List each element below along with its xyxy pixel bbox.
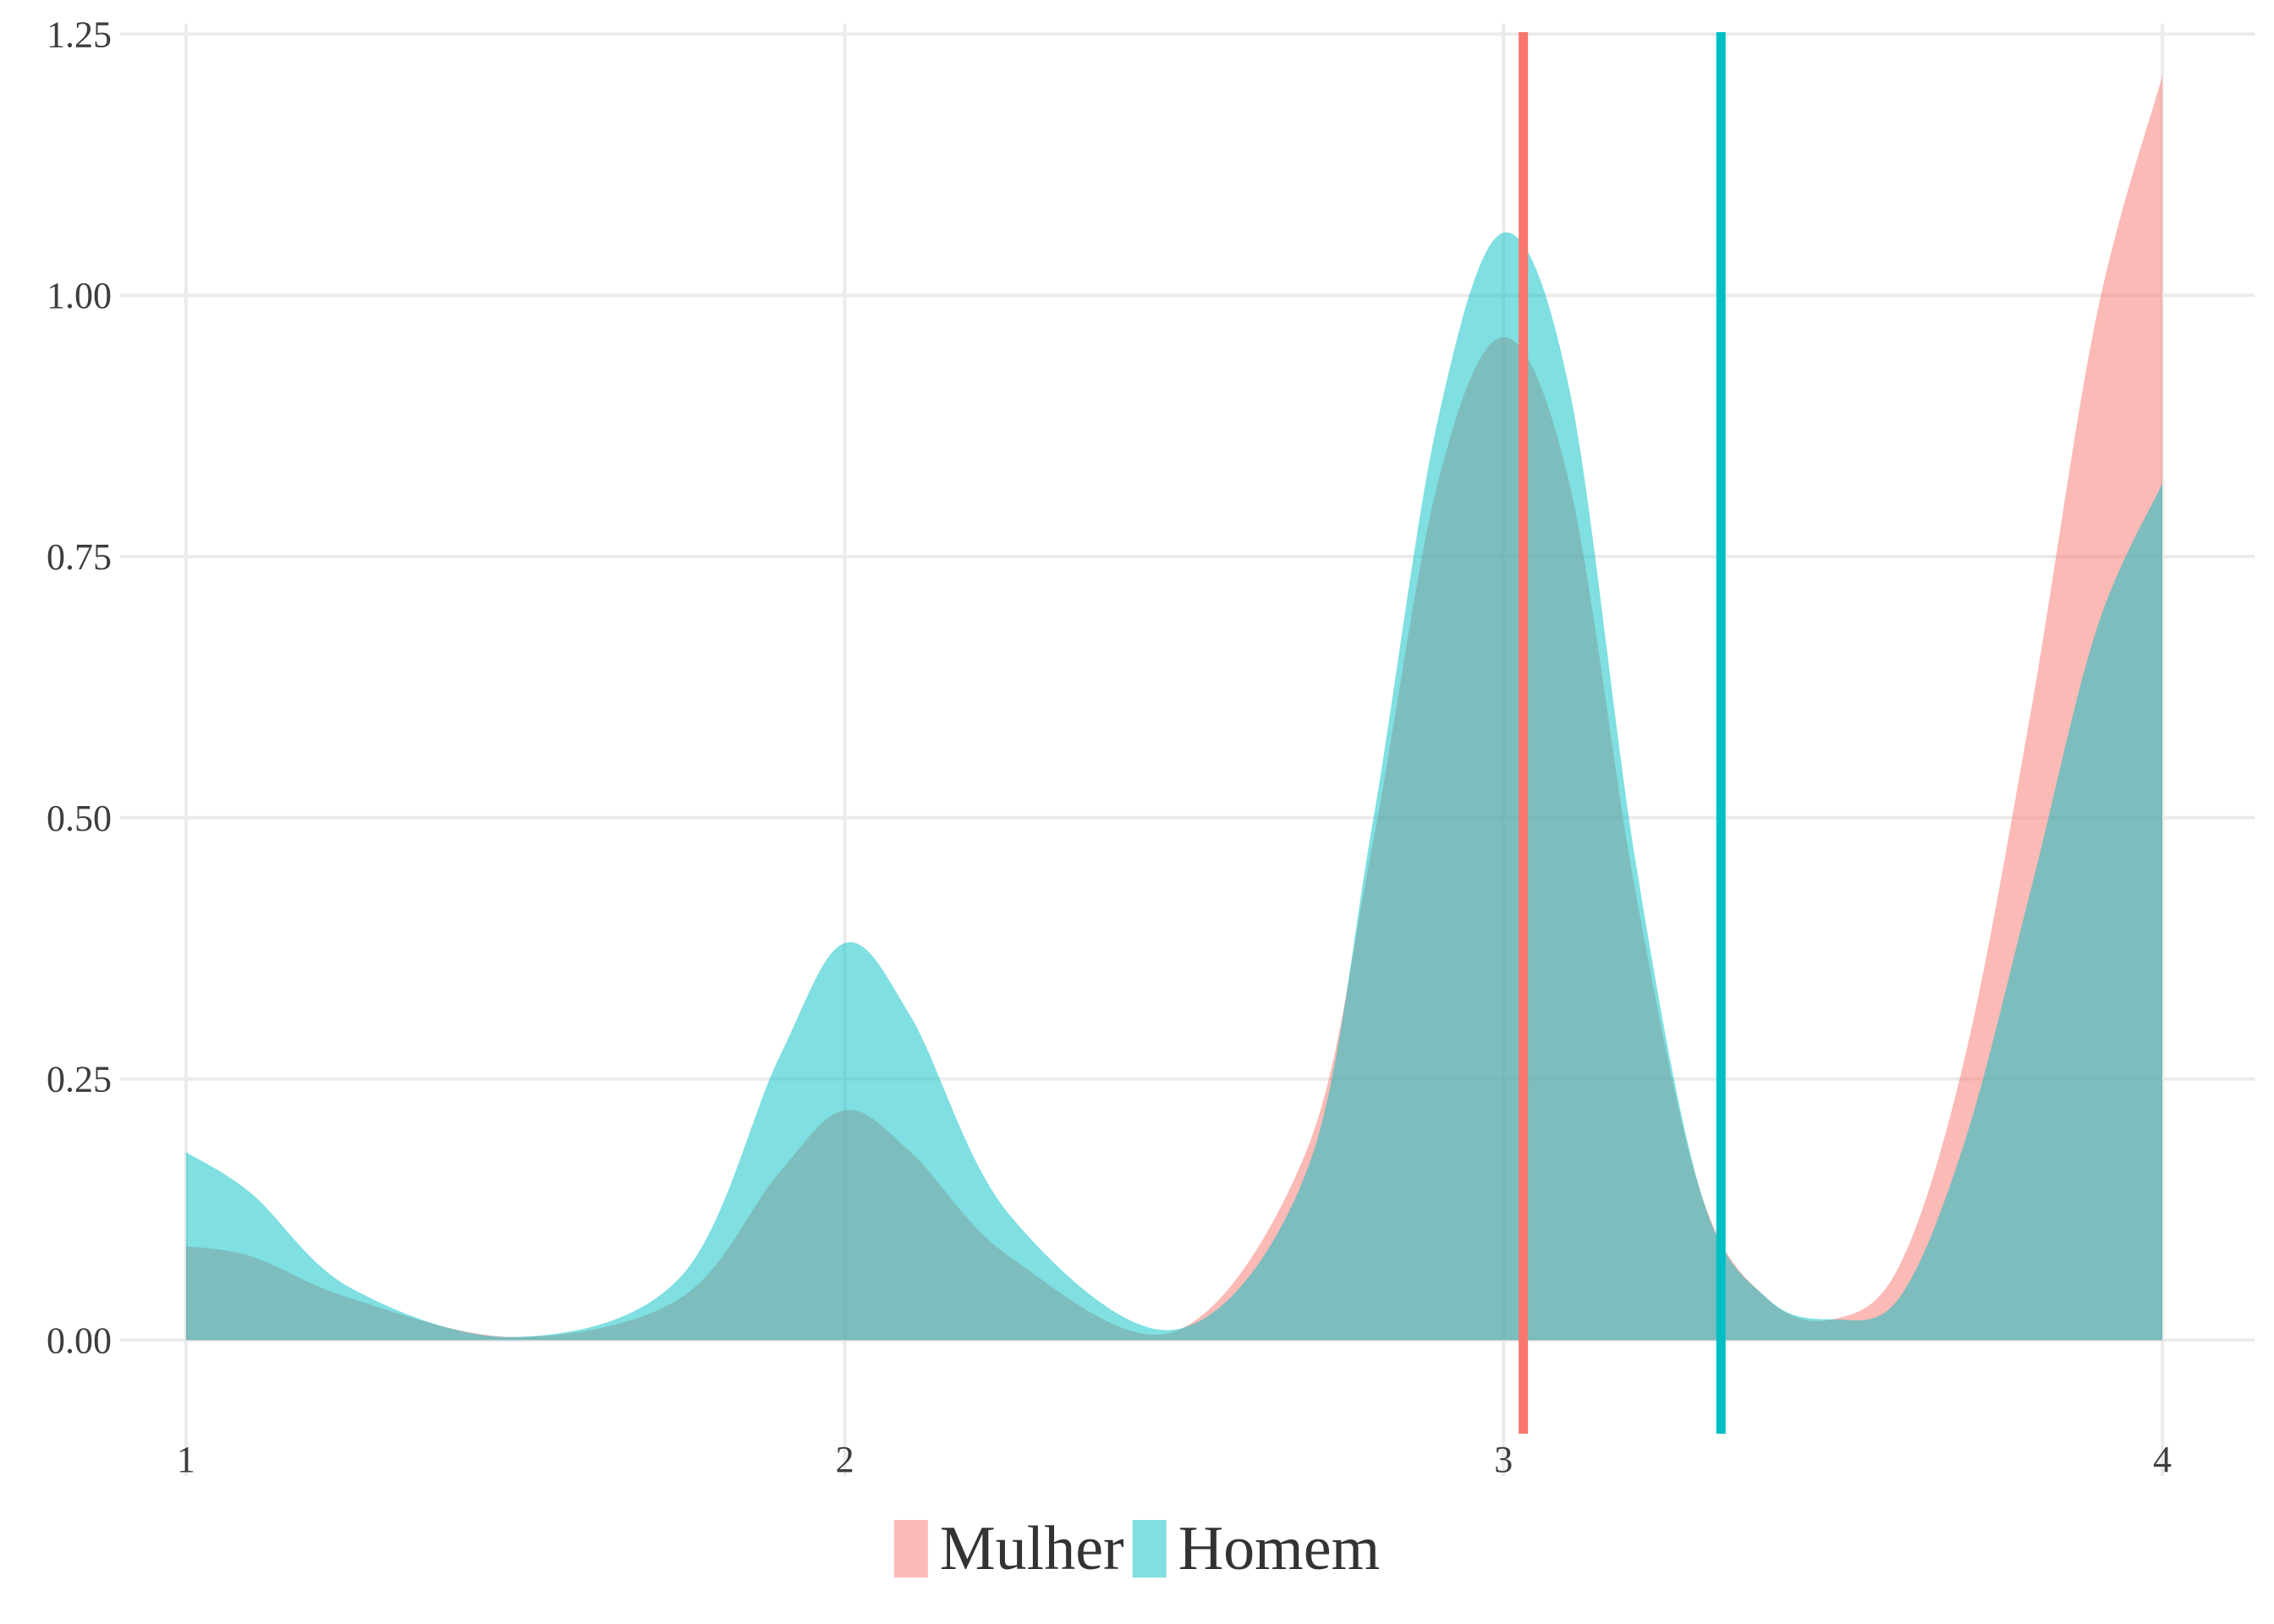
x-gridlines [184,24,2164,1476]
legend: Mulher Homem [893,1514,1380,1583]
density-area-mulher [185,75,2163,1341]
density-areas [185,75,2163,1341]
y-tick-label: 1.25 [47,14,112,55]
x-tick-label: 3 [1494,1439,1513,1480]
density-area-homem [185,232,2163,1341]
y-tick-label: 0.50 [47,798,112,839]
legend-label-homem: Homem [1178,1514,1380,1583]
legend-label-mulher: Mulher [940,1514,1124,1583]
x-tick-label: 1 [177,1439,195,1480]
legend-swatch-homem [1132,1520,1167,1577]
mean-lines [1519,32,1726,1434]
y-tick-label: 0.00 [47,1320,112,1361]
y-tick-label: 1.00 [47,275,112,316]
y-tick-label: 0.25 [47,1059,112,1100]
y-gridlines [120,32,2255,1342]
x-axis-tick-labels: 1 2 3 4 [177,1439,2172,1480]
y-axis-tick-labels: 0.00 0.25 0.50 0.75 1.00 1.25 [47,14,112,1361]
x-tick-label: 2 [836,1439,854,1480]
x-tick-label: 4 [2153,1439,2172,1480]
y-tick-label: 0.75 [47,536,112,578]
legend-swatch-mulher [893,1520,928,1577]
